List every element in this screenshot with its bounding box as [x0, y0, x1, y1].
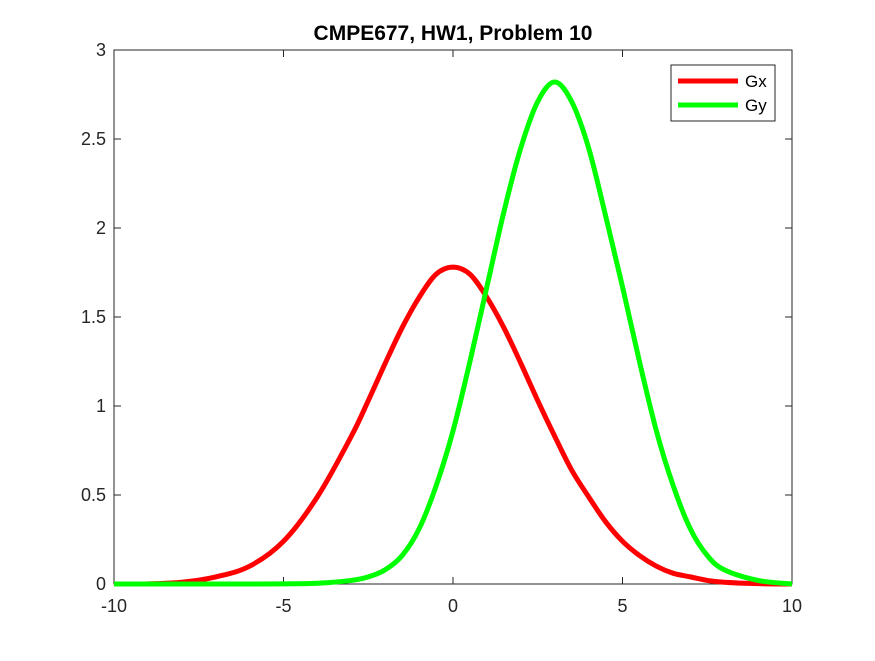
plot-area [114, 50, 792, 584]
y-tick-label: 0.5 [81, 485, 106, 505]
x-tick-label: -5 [275, 596, 291, 616]
series-layer [113, 79, 793, 587]
legend-label-gx: Gx [745, 72, 767, 91]
legend-label-gy: Gy [745, 96, 767, 115]
y-tick-label: 2 [96, 218, 106, 238]
y-tick-label: 1.5 [81, 307, 106, 327]
y-tick-label: 2.5 [81, 129, 106, 149]
axes: -10 -5 0 5 10 0 0.5 1 1.5 2 2.5 3 [81, 40, 802, 616]
legend-box [670, 64, 776, 122]
y-tick-label: 1 [96, 396, 106, 416]
y-tick-label: 3 [96, 40, 106, 60]
chart-title: CMPE677, HW1, Problem 10 [314, 22, 593, 45]
series-line-gy [114, 79, 793, 587]
x-tick-label: -10 [101, 596, 127, 616]
x-tick-label: 5 [617, 596, 627, 616]
x-tick-label: 10 [782, 596, 802, 616]
y-tick-label: 0 [96, 574, 106, 594]
series-line-gx [113, 264, 793, 587]
legend: Gx Gy [670, 64, 776, 122]
x-tick-label: 0 [448, 596, 458, 616]
